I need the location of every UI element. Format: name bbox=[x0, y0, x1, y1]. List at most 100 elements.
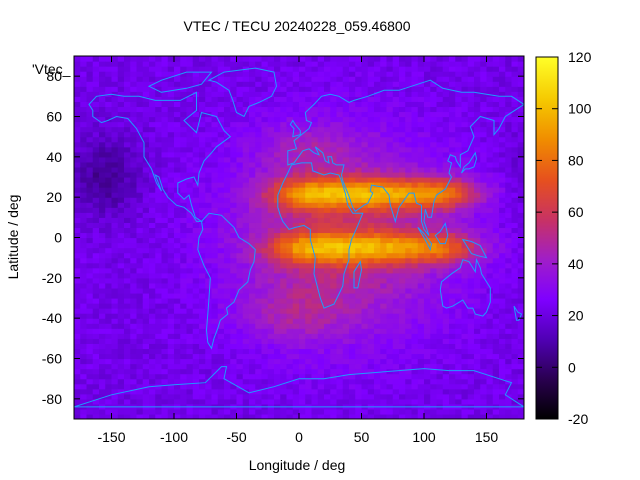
heatmap-cell bbox=[442, 348, 450, 355]
heatmap-cell bbox=[305, 252, 313, 259]
heatmap-cell bbox=[261, 272, 269, 279]
heatmap-cell bbox=[80, 187, 88, 193]
heatmap-cell bbox=[299, 187, 306, 193]
heatmap-cell bbox=[474, 71, 481, 77]
heatmap-cell bbox=[211, 388, 219, 395]
heatmap-cell bbox=[99, 298, 106, 304]
heatmap-cell bbox=[380, 262, 388, 269]
heatmap-cell bbox=[405, 166, 413, 173]
heatmap-cell bbox=[417, 136, 425, 143]
heatmap-cell bbox=[399, 333, 406, 339]
heatmap-cell bbox=[380, 338, 388, 344]
heatmap-cell bbox=[330, 192, 338, 198]
heatmap-cell bbox=[436, 177, 444, 183]
heatmap-cell bbox=[317, 363, 325, 370]
heatmap-cell bbox=[461, 298, 469, 304]
heatmap-cell bbox=[374, 247, 381, 254]
heatmap-cell bbox=[424, 393, 431, 400]
heatmap-cell bbox=[374, 252, 381, 259]
heatmap-cell bbox=[261, 393, 269, 400]
heatmap-cell bbox=[86, 383, 94, 390]
heatmap-cell bbox=[317, 126, 325, 133]
heatmap-cell bbox=[142, 161, 150, 168]
heatmap-cell bbox=[474, 237, 481, 244]
heatmap-cell bbox=[280, 111, 288, 118]
heatmap-cell bbox=[492, 227, 500, 234]
heatmap-cell bbox=[336, 388, 344, 395]
heatmap-cell bbox=[492, 126, 500, 133]
heatmap-cell bbox=[361, 247, 369, 254]
heatmap-cell bbox=[355, 151, 363, 158]
heatmap-cell bbox=[111, 262, 119, 269]
heatmap-cell bbox=[299, 298, 306, 304]
heatmap-cell bbox=[286, 131, 294, 138]
heatmap-cell bbox=[161, 106, 169, 113]
heatmap-cell bbox=[424, 91, 431, 97]
heatmap-cell bbox=[486, 242, 494, 249]
heatmap-cell bbox=[105, 146, 113, 153]
heatmap-cell bbox=[411, 413, 419, 419]
heatmap-cell bbox=[399, 378, 406, 385]
heatmap-cell bbox=[336, 166, 344, 173]
heatmap-cell bbox=[505, 383, 513, 390]
heatmap-cell bbox=[249, 192, 256, 198]
heatmap-cell bbox=[442, 91, 450, 97]
heatmap-cell bbox=[336, 393, 344, 400]
heatmap-cell bbox=[249, 353, 256, 360]
heatmap-cell bbox=[324, 328, 331, 334]
heatmap-cell bbox=[167, 116, 175, 123]
heatmap-cell bbox=[130, 121, 138, 128]
heatmap-cell bbox=[305, 242, 313, 249]
heatmap-cell bbox=[386, 217, 394, 223]
heatmap-cell bbox=[249, 383, 256, 390]
heatmap-cell bbox=[180, 267, 188, 274]
heatmap-cell bbox=[80, 328, 88, 334]
heatmap-cell bbox=[474, 267, 481, 274]
heatmap-cell bbox=[86, 333, 94, 339]
heatmap-cell bbox=[386, 333, 394, 339]
heatmap-cell bbox=[436, 121, 444, 128]
heatmap-cell bbox=[461, 86, 469, 92]
heatmap-cell bbox=[324, 151, 331, 158]
heatmap-cell bbox=[399, 217, 406, 223]
heatmap-cell bbox=[92, 161, 100, 168]
heatmap-cell bbox=[386, 156, 394, 163]
heatmap-cell bbox=[317, 277, 325, 284]
heatmap-cell bbox=[467, 151, 475, 158]
heatmap-cell bbox=[417, 197, 425, 203]
heatmap-cell bbox=[299, 413, 306, 419]
heatmap-cell bbox=[499, 101, 506, 108]
heatmap-cell bbox=[367, 146, 375, 153]
heatmap-cell bbox=[330, 383, 338, 390]
heatmap-cell bbox=[336, 212, 344, 218]
heatmap-cell bbox=[480, 358, 488, 365]
heatmap-cell bbox=[80, 242, 88, 249]
heatmap-cell bbox=[311, 313, 319, 319]
heatmap-cell bbox=[299, 333, 306, 339]
heatmap-cell bbox=[80, 126, 88, 133]
heatmap-cell bbox=[149, 116, 156, 123]
heatmap-cell bbox=[99, 202, 106, 208]
heatmap-cell bbox=[124, 182, 131, 188]
heatmap-cell bbox=[130, 166, 138, 173]
heatmap-cell bbox=[199, 151, 206, 158]
heatmap-cell bbox=[499, 126, 506, 133]
heatmap-cell bbox=[130, 277, 138, 284]
heatmap-cell bbox=[336, 323, 344, 329]
heatmap-cell bbox=[430, 413, 438, 419]
heatmap-cell bbox=[86, 91, 94, 97]
heatmap-cell bbox=[130, 383, 138, 390]
heatmap-cell bbox=[317, 353, 325, 360]
heatmap-cell bbox=[317, 207, 325, 213]
heatmap-cell bbox=[317, 116, 325, 123]
heatmap-cell bbox=[317, 182, 325, 188]
heatmap-cell bbox=[292, 237, 300, 244]
heatmap-cell bbox=[174, 313, 181, 319]
heatmap-cell bbox=[317, 388, 325, 395]
heatmap-cell bbox=[255, 166, 263, 173]
heatmap-cell bbox=[224, 272, 231, 279]
heatmap-cell bbox=[80, 308, 88, 314]
heatmap-cell bbox=[230, 373, 238, 380]
heatmap-cell bbox=[342, 252, 350, 259]
heatmap-cell bbox=[442, 333, 450, 339]
